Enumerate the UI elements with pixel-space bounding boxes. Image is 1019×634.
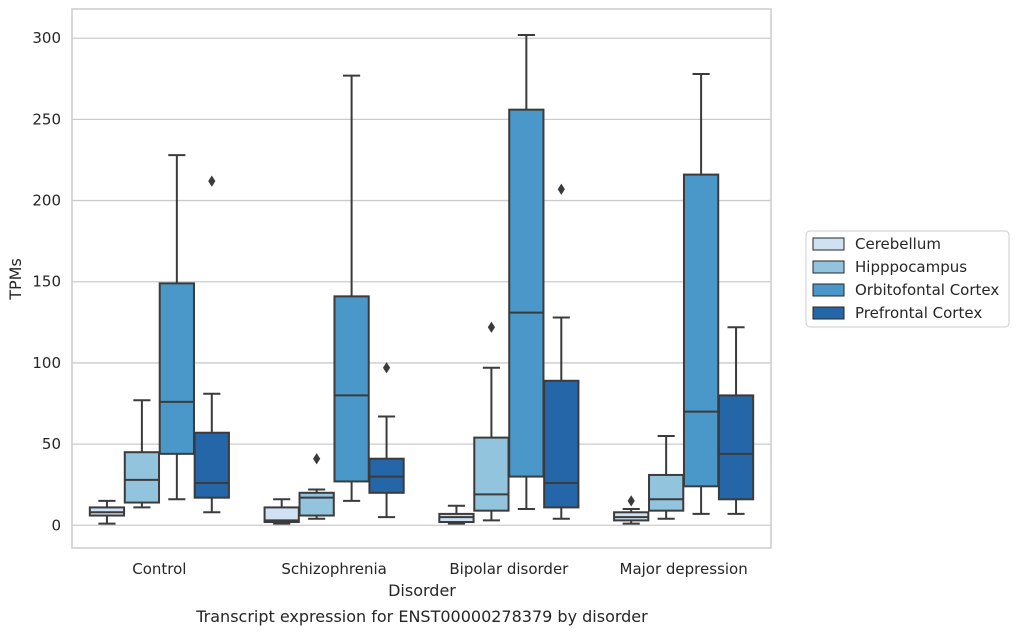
box-series xyxy=(88,33,755,525)
box-plot xyxy=(263,498,300,525)
box-plot xyxy=(543,183,580,520)
outlier-marker xyxy=(557,183,565,195)
x-tick-label: Bipolar disorder xyxy=(449,560,569,578)
series-orbitofontal-cortex xyxy=(158,33,720,515)
legend: Cerebellum Hipppocampus Orbitofontal Corte… xyxy=(805,230,1010,328)
legend-label: Cerebellum xyxy=(855,235,941,253)
legend-swatch xyxy=(812,283,845,297)
legend-frame xyxy=(805,230,1010,328)
y-tick-label: 300 xyxy=(32,29,61,47)
y-tick-label: 0 xyxy=(51,516,61,534)
box-plot xyxy=(648,434,685,520)
y-axis-ticks: 0 50 100 150 200 250 300 xyxy=(32,29,61,534)
legend-swatch xyxy=(812,260,845,274)
box-iqr xyxy=(298,491,335,517)
x-axis-ticks: Control Schizophrenia Bipolar disorder Majo… xyxy=(132,560,747,578)
box-plot xyxy=(473,321,510,522)
box-plot xyxy=(158,154,195,501)
box-iqr xyxy=(123,451,161,504)
legend-label: Orbitofontal Cortex xyxy=(855,281,999,299)
box-plot xyxy=(368,362,405,519)
box-iqr xyxy=(682,173,720,488)
legend-label: Hipppocampus xyxy=(855,258,967,276)
box-iqr xyxy=(717,394,755,501)
series-prefrontal-cortex xyxy=(193,175,755,520)
legend-swatch xyxy=(812,306,845,320)
y-axis-title: TPMs xyxy=(6,258,25,301)
box-iqr xyxy=(158,282,195,455)
box-plot xyxy=(682,72,720,515)
box-plot xyxy=(438,504,475,525)
x-axis-title: Disorder xyxy=(388,581,456,600)
outlier-marker xyxy=(313,453,321,465)
box-plot xyxy=(508,33,545,511)
outlier-marker xyxy=(627,495,635,507)
box-iqr xyxy=(473,436,510,512)
box-iqr xyxy=(543,379,580,509)
outlier-marker xyxy=(208,175,216,187)
box-plot xyxy=(333,74,370,502)
box-plot xyxy=(717,326,755,515)
x-tick-label: Major depression xyxy=(620,560,748,578)
box-iqr xyxy=(193,431,230,499)
y-tick-label: 250 xyxy=(32,110,61,128)
box-plot xyxy=(193,175,230,514)
x-tick-label: Control xyxy=(132,560,186,578)
outlier-marker xyxy=(382,362,391,374)
y-tick-label: 100 xyxy=(32,354,61,372)
box-iqr xyxy=(648,473,685,512)
x-tick-label: Schizophrenia xyxy=(281,560,386,578)
outlier-marker xyxy=(487,321,495,333)
y-tick-label: 150 xyxy=(32,273,61,291)
box-plot xyxy=(123,399,161,509)
box-plot xyxy=(613,495,650,525)
box-iqr xyxy=(508,108,545,478)
box-plot xyxy=(88,499,126,525)
y-tick-label: 50 xyxy=(42,435,61,453)
y-tick-label: 200 xyxy=(32,192,61,210)
legend-swatch xyxy=(812,237,845,251)
box-iqr xyxy=(333,295,370,483)
series-hipppocampus xyxy=(123,321,685,522)
chart-caption: Transcript expression for ENST0000027837… xyxy=(195,607,648,626)
legend-label: Prefrontal Cortex xyxy=(855,304,982,322)
box-plot xyxy=(298,453,335,520)
series-cerebellum xyxy=(88,495,650,525)
plot-area-frame xyxy=(71,8,772,549)
